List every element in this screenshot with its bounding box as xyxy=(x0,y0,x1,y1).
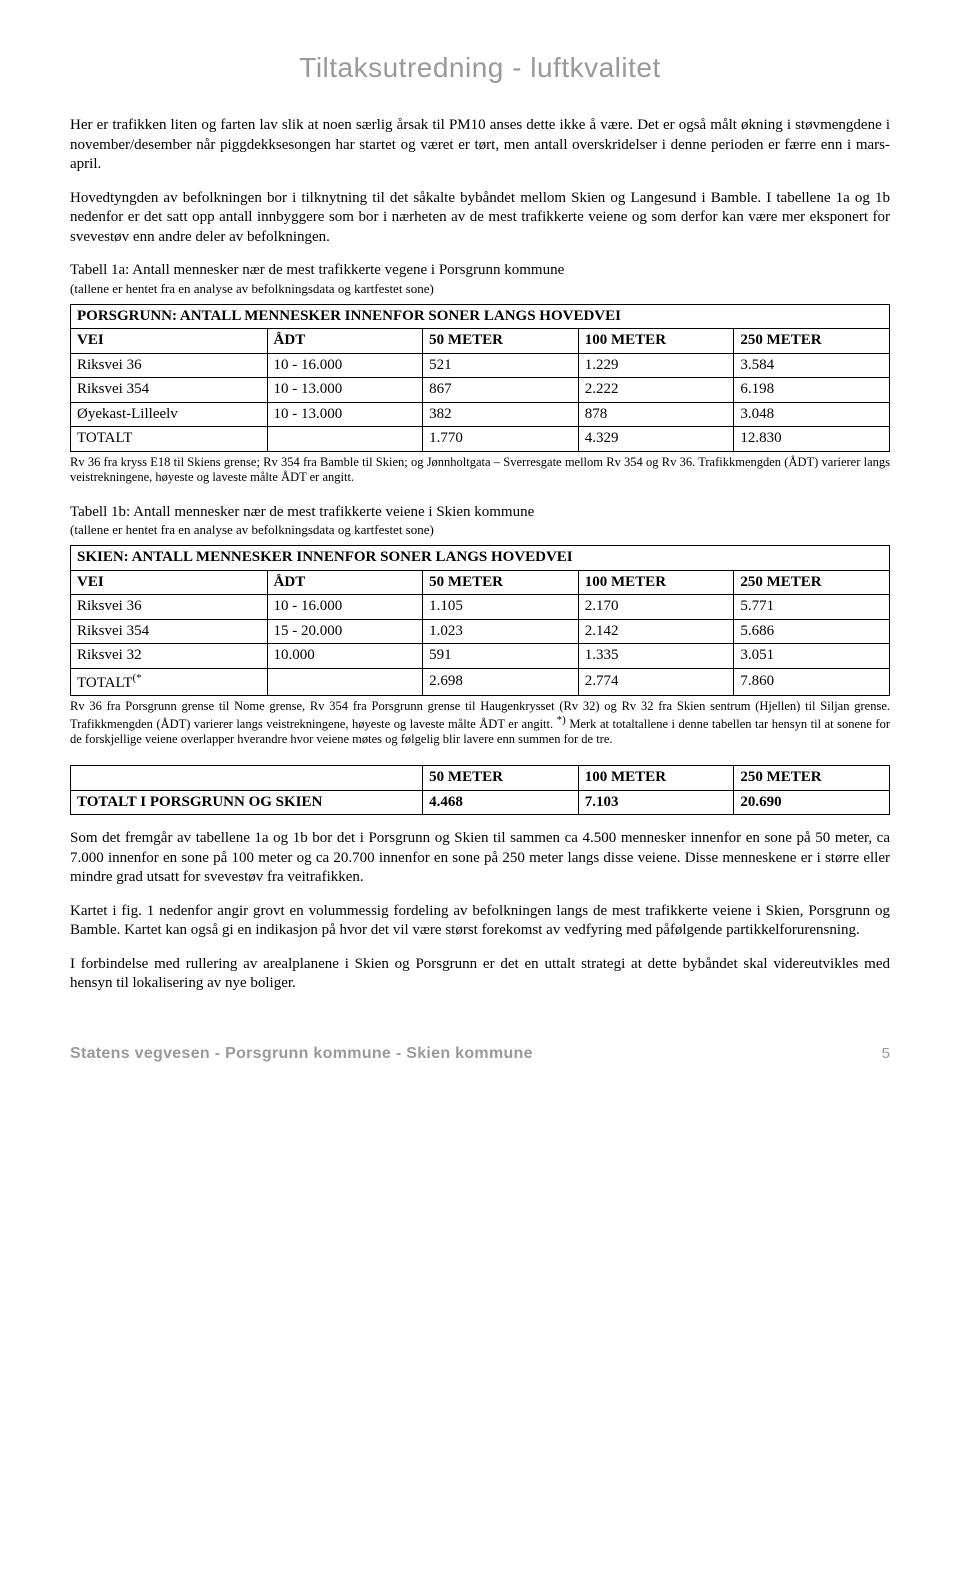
col-250m: 250 METER xyxy=(734,570,890,595)
table-row-total: TOTALT I PORSGRUNN OG SKIEN 4.468 7.103 … xyxy=(71,790,890,815)
table-row-total: TOTALT1.7704.32912.830 xyxy=(71,427,890,452)
col-50m: 50 METER xyxy=(423,329,579,354)
table-row-total: TOTALT(* 2.698 2.774 7.860 xyxy=(71,668,890,696)
footer-text: Statens vegvesen - Porsgrunn kommune - S… xyxy=(70,1044,533,1065)
table-1a-subcaption: (tallene er hentet fra en analyse av bef… xyxy=(70,281,890,298)
table-1b-title: SKIEN: ANTALL MENNESKER INNENFOR SONER L… xyxy=(71,546,890,571)
table-1a: PORSGRUNN: ANTALL MENNESKER INNENFOR SON… xyxy=(70,304,890,452)
col-adt: ÅDT xyxy=(267,329,423,354)
table-row: Riksvei 3210.0005911.3353.051 xyxy=(71,644,890,669)
table-header-row: 50 METER 100 METER 250 METER xyxy=(71,766,890,791)
table-row: Riksvei 35410 - 13.0008672.2226.198 xyxy=(71,378,890,403)
col-blank xyxy=(71,766,423,791)
table-1b-caption: Tabell 1b: Antall mennesker nær de mest … xyxy=(70,503,890,523)
table-row: Riksvei 35415 - 20.0001.0232.1425.686 xyxy=(71,619,890,644)
paragraph-3: Som det fremgår av tabellene 1a og 1b bo… xyxy=(70,829,890,888)
table-row: Øyekast-Lilleelv10 - 13.0003828783.048 xyxy=(71,402,890,427)
col-100m: 100 METER xyxy=(578,570,734,595)
col-100m: 100 METER xyxy=(578,329,734,354)
col-100m: 100 METER xyxy=(578,766,734,791)
col-50m: 50 METER xyxy=(423,570,579,595)
table-1b-subcaption: (tallene er hentet fra en analyse av bef… xyxy=(70,522,890,539)
paragraph-2: Hovedtyngden av befolkningen bor i tilkn… xyxy=(70,189,890,248)
table-row: Riksvei 3610 - 16.0001.1052.1705.771 xyxy=(71,595,890,620)
paragraph-5: I forbindelse med rullering av arealplan… xyxy=(70,955,890,994)
col-250m: 250 METER xyxy=(734,766,890,791)
col-adt: ÅDT xyxy=(267,570,423,595)
table-1a-caption: Tabell 1a: Antall mennesker nær de mest … xyxy=(70,261,890,281)
table-header-row: VEI ÅDT 50 METER 100 METER 250 METER xyxy=(71,329,890,354)
paragraph-1: Her er trafikken liten og farten lav sli… xyxy=(70,116,890,175)
col-vei: VEI xyxy=(71,570,268,595)
table-total: 50 METER 100 METER 250 METER TOTALT I PO… xyxy=(70,765,890,815)
table-1a-title: PORSGRUNN: ANTALL MENNESKER INNENFOR SON… xyxy=(71,304,890,329)
table-1b-note: Rv 36 fra Porsgrunn grense til Nome gren… xyxy=(70,699,890,747)
table-header-row: VEI ÅDT 50 METER 100 METER 250 METER xyxy=(71,570,890,595)
table-1b: SKIEN: ANTALL MENNESKER INNENFOR SONER L… xyxy=(70,545,890,696)
page-footer: Statens vegvesen - Porsgrunn kommune - S… xyxy=(70,1044,890,1065)
table-row: Riksvei 3610 - 16.0005211.2293.584 xyxy=(71,353,890,378)
page-title: Tiltaksutredning - luftkvalitet xyxy=(70,50,890,86)
col-50m: 50 METER xyxy=(423,766,579,791)
paragraph-4: Kartet i fig. 1 nedenfor angir grovt en … xyxy=(70,902,890,941)
col-250m: 250 METER xyxy=(734,329,890,354)
page-number: 5 xyxy=(882,1044,890,1064)
totalt-cell: TOTALT(* xyxy=(71,668,268,696)
table-1a-note: Rv 36 fra kryss E18 til Skiens grense; R… xyxy=(70,455,890,485)
col-vei: VEI xyxy=(71,329,268,354)
